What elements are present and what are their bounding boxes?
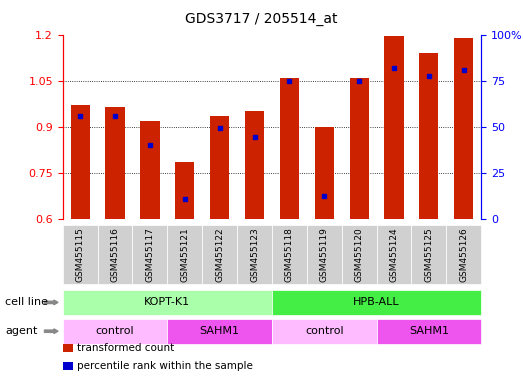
Text: GSM455115: GSM455115 <box>76 227 85 282</box>
Bar <box>175 162 195 219</box>
Text: control: control <box>96 326 134 336</box>
Text: GDS3717 / 205514_at: GDS3717 / 205514_at <box>185 12 338 25</box>
Bar <box>419 53 438 219</box>
Text: GSM455125: GSM455125 <box>424 227 434 282</box>
Text: GSM455120: GSM455120 <box>355 227 363 282</box>
Bar <box>210 116 229 219</box>
Text: transformed count: transformed count <box>77 343 175 353</box>
Text: HPB-ALL: HPB-ALL <box>353 297 400 308</box>
Bar <box>106 107 124 219</box>
Text: cell line: cell line <box>5 297 48 308</box>
Text: GSM455122: GSM455122 <box>215 227 224 282</box>
Text: GSM455119: GSM455119 <box>320 227 329 282</box>
Bar <box>384 36 404 219</box>
Bar <box>349 78 369 219</box>
Bar <box>140 121 160 219</box>
Text: GSM455118: GSM455118 <box>285 227 294 282</box>
Bar <box>280 78 299 219</box>
Text: control: control <box>305 326 344 336</box>
Bar <box>245 111 264 219</box>
Text: SAHM1: SAHM1 <box>409 326 449 336</box>
Text: percentile rank within the sample: percentile rank within the sample <box>77 361 253 371</box>
Text: KOPT-K1: KOPT-K1 <box>144 297 190 308</box>
Text: GSM455117: GSM455117 <box>145 227 154 282</box>
Bar <box>315 127 334 219</box>
Text: GSM455116: GSM455116 <box>110 227 120 282</box>
Text: GSM455121: GSM455121 <box>180 227 189 282</box>
Bar <box>71 105 90 219</box>
Text: GSM455124: GSM455124 <box>390 227 399 282</box>
Text: SAHM1: SAHM1 <box>200 326 240 336</box>
Text: GSM455126: GSM455126 <box>459 227 468 282</box>
Text: agent: agent <box>5 326 38 336</box>
Text: GSM455123: GSM455123 <box>250 227 259 282</box>
Bar <box>454 38 473 219</box>
